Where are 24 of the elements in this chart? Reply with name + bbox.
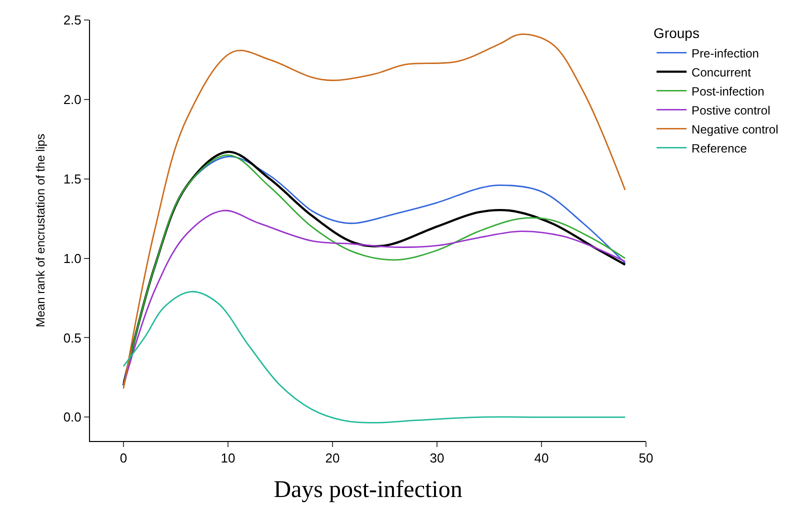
x-tick-label: 0 bbox=[120, 450, 128, 466]
x-tick-label: 40 bbox=[534, 450, 549, 466]
x-tick-label: 30 bbox=[430, 450, 444, 466]
y-axis-title: Mean rank of encrustation of the lips bbox=[34, 134, 48, 328]
y-tick-label: 1.0 bbox=[63, 250, 82, 266]
x-tick-label: 50 bbox=[638, 450, 654, 466]
x-axis-title: Days post-infection bbox=[274, 476, 462, 503]
y-tick-label: 0.5 bbox=[63, 330, 82, 346]
legend-label: Postive control bbox=[692, 103, 770, 118]
y-tick-label: 2.5 bbox=[63, 12, 82, 28]
y-tick-label: 0.0 bbox=[63, 410, 82, 425]
legend-label: Pre-infection bbox=[692, 46, 759, 60]
line-series bbox=[122, 290, 626, 424]
y-tick-label: 2.0 bbox=[63, 92, 82, 107]
legend-label: Post-infection bbox=[692, 84, 764, 98]
x-tick-label: 10 bbox=[220, 450, 236, 466]
legend-label: Concurrent bbox=[692, 65, 752, 80]
y-tick-label: 1.5 bbox=[63, 171, 82, 186]
legend-label: Negative control bbox=[692, 122, 778, 136]
x-tick-label: 20 bbox=[325, 450, 340, 466]
legend-label: Reference bbox=[692, 141, 748, 156]
line-series bbox=[122, 34, 626, 390]
line-series bbox=[122, 210, 626, 386]
legend-title: Groups bbox=[654, 25, 700, 42]
